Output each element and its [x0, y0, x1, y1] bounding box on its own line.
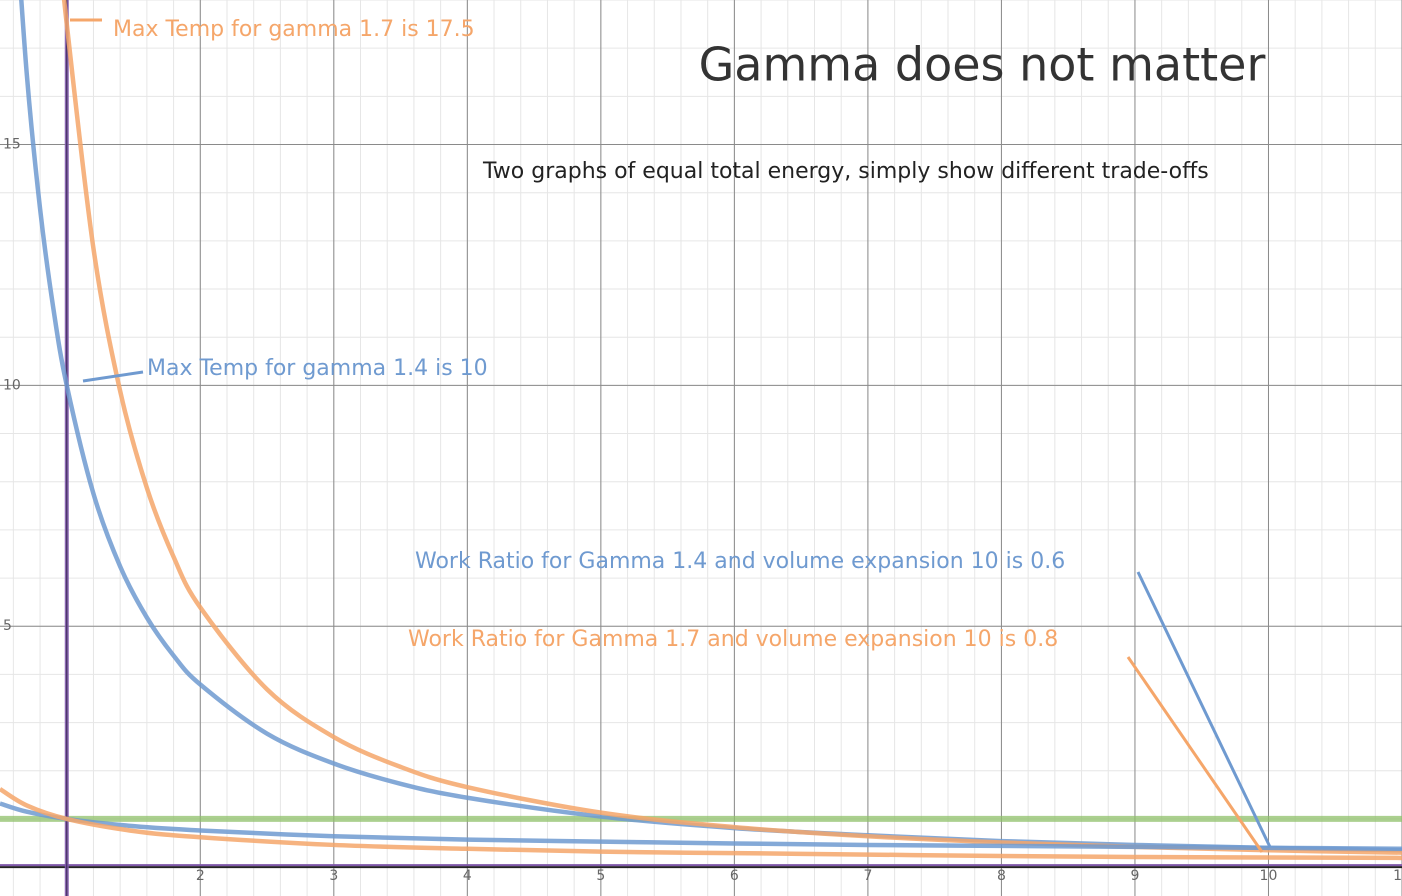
x-tick-label: 3 [329, 868, 338, 884]
x-tick-label: 4 [463, 868, 472, 884]
annotation: Work Ratio for Gamma 1.4 and volume expa… [415, 549, 1065, 574]
leader-line [1136, 571, 1272, 848]
y-tick-label: 10 [3, 377, 21, 393]
leader-line [1126, 656, 1264, 853]
annotation: Max Temp for gamma 1.7 is 17.5 [113, 17, 475, 42]
annotation: Max Temp for gamma 1.4 is 10 [147, 356, 488, 381]
x-tick-label: 11 [1393, 868, 1402, 884]
x-tick-label: 7 [863, 868, 872, 884]
x-tick-label: 10 [1260, 868, 1278, 884]
curve [0, 787, 1402, 861]
x-tick-label: 9 [1130, 868, 1139, 884]
x-tick-label: 5 [596, 868, 605, 884]
x-tick-label: 2 [196, 868, 205, 884]
leader-line [82, 370, 144, 383]
x-tick-label: 6 [730, 868, 739, 884]
subtitle: Two graphs of equal total energy, simply… [482, 159, 1209, 184]
annotation: Work Ratio for Gamma 1.7 and volume expa… [408, 627, 1058, 652]
curve [61, 0, 1402, 855]
chart-title: Gamma does not matter [699, 38, 1266, 92]
curve [0, 801, 1402, 852]
x-tick-label: 8 [997, 868, 1006, 884]
y-tick-label: 5 [3, 618, 12, 634]
y-tick-label: 15 [3, 137, 21, 153]
labels: Gamma does not matter Two graphs of equa… [3, 17, 1402, 884]
